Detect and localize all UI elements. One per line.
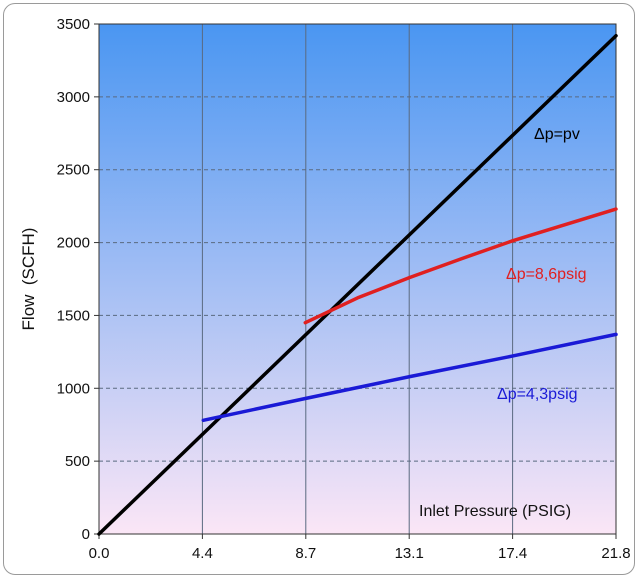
y-tick-label: 3500 [57,16,90,33]
chart-frame: 0.0 4.4 8.7 13.1 17.4 21.8 0 500 1000 1500 2000 250… [3,3,635,575]
series-line-2 [201,332,618,423]
x-tick-label: 13.1 [395,545,424,562]
y-tick-label: 2000 [57,235,90,252]
x-tick-label: 0.0 [89,545,110,562]
y-tick-label: 2500 [57,162,90,179]
series-label-2: Δp=4,3psig [497,386,578,403]
y-tick-label: 500 [65,453,90,470]
x-tick-label: 8.7 [295,545,316,562]
x-tick-label: 21.8 [601,545,630,562]
y-tick-label: 3000 [57,89,90,106]
series-line-1 [303,207,618,325]
plot-border [98,23,617,535]
series-label-0: Δp=pv [534,126,580,143]
flow-chart: 0.0 4.4 8.7 13.1 17.4 21.8 0 500 1000 1500 2000 250… [19,16,631,562]
x-axis-label: Inlet Pressure (PSIG) [419,503,571,520]
series-label-1: Δp=8,6psig [506,266,587,283]
y-tick-label: 0 [82,526,90,543]
y-axis-label: Flow (SCFH) [19,228,38,331]
x-tick-label: 17.4 [498,545,527,562]
y-tick-label: 1000 [57,380,90,397]
y-tick-label: 1500 [57,307,90,324]
series-line-0 [97,33,618,536]
x-tick-label: 4.4 [192,545,213,562]
